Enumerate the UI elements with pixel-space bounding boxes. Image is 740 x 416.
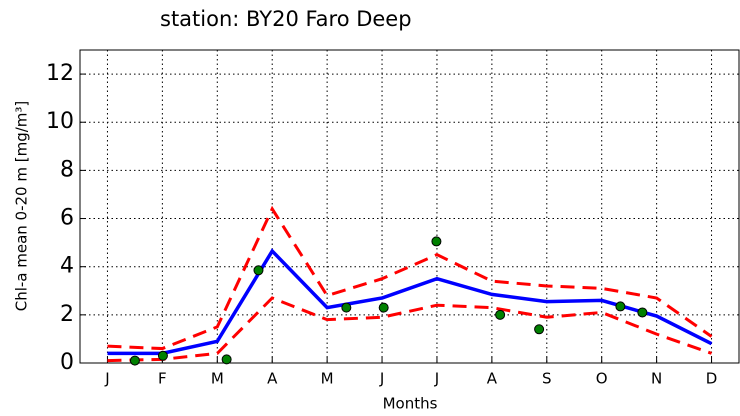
data-point <box>637 307 648 318</box>
chart-title: station: BY20 Faro Deep <box>160 7 412 31</box>
x-tick-label: J <box>104 370 109 388</box>
y-tick-label: 4 <box>60 254 74 279</box>
data-point <box>431 236 442 247</box>
data-point <box>157 350 168 361</box>
x-tick-label: O <box>596 370 608 388</box>
x-tick-label: J <box>434 370 439 388</box>
series-line <box>107 248 713 356</box>
y-tick-label: 12 <box>46 61 74 86</box>
x-tick-label: A <box>487 370 498 388</box>
x-tick-label: F <box>158 370 167 388</box>
y-tick-label: 0 <box>60 350 74 375</box>
data-point <box>341 302 352 313</box>
data-point <box>253 265 264 276</box>
y-tick-label: 8 <box>60 157 74 182</box>
series-line <box>107 296 713 363</box>
series-line <box>107 205 713 351</box>
x-tick-label: D <box>706 370 718 388</box>
x-tick-label: N <box>651 370 662 388</box>
data-point <box>615 301 626 312</box>
x-tick-label: J <box>379 370 384 388</box>
y-tick-label: 10 <box>46 109 74 134</box>
data-point <box>221 354 232 365</box>
x-tick-label: S <box>542 370 552 388</box>
data-point <box>495 309 506 320</box>
y-axis-label: Chl-a mean 0-20 m [mg/m³] <box>13 101 31 312</box>
data-point <box>534 324 545 335</box>
x-tick-label: M <box>211 370 224 388</box>
x-tick-label: A <box>267 370 278 388</box>
y-tick-label: 2 <box>60 302 74 327</box>
y-tick-label: 6 <box>60 206 74 231</box>
x-axis-label: Months <box>383 395 438 413</box>
data-point <box>378 302 389 313</box>
x-tick-label: M <box>321 370 334 388</box>
data-point <box>129 355 140 366</box>
plot-frame <box>79 49 740 364</box>
